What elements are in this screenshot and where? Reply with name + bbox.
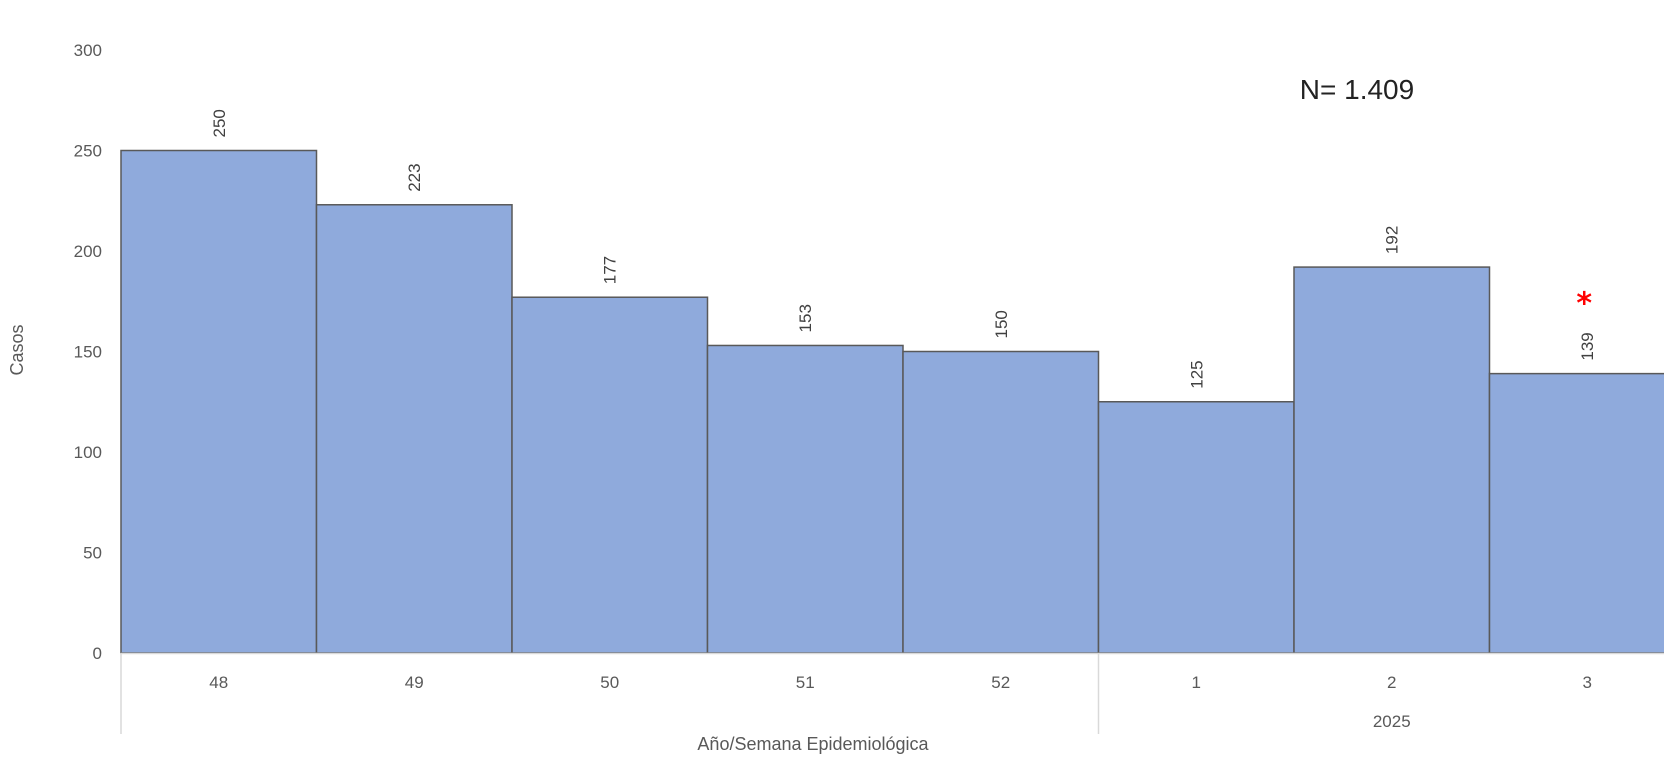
x-tick-label: 52 xyxy=(991,673,1010,692)
bar-3 xyxy=(1488,372,1664,654)
x-axis-title: Año/Semana Epidemiológica xyxy=(697,734,929,754)
data-label: 150 xyxy=(992,310,1011,338)
y-axis-title: Casos xyxy=(7,324,27,375)
bar-51 xyxy=(706,344,904,654)
y-tick-label: 250 xyxy=(74,142,102,161)
data-label: 177 xyxy=(601,256,620,284)
y-tick-label: 0 xyxy=(93,644,102,663)
y-tick-label: 100 xyxy=(74,443,102,462)
x-tick-label: 2 xyxy=(1387,673,1396,692)
bar-52 xyxy=(902,350,1100,654)
x-tick-label: 3 xyxy=(1583,673,1592,692)
bar-1 xyxy=(1097,401,1295,654)
bar-2 xyxy=(1293,266,1491,654)
data-label: 223 xyxy=(405,163,424,191)
y-tick-label: 50 xyxy=(83,544,102,563)
group-label: 2025 xyxy=(1373,712,1411,731)
x-tick-label: 48 xyxy=(209,673,228,692)
x-tick-label: 51 xyxy=(796,673,815,692)
y-tick-label: 200 xyxy=(74,242,102,261)
y-tick-label: 300 xyxy=(74,41,102,60)
bars xyxy=(120,149,1664,654)
bar-50 xyxy=(511,296,709,654)
data-label: 153 xyxy=(796,304,815,332)
data-label: 125 xyxy=(1187,360,1206,388)
data-labels: 250 223 177 153 150 125 192 139 xyxy=(210,109,1598,389)
x-tick-label: 50 xyxy=(600,673,619,692)
y-axis-ticks: 0 50 100 150 200 250 300 xyxy=(74,41,102,663)
bar-48 xyxy=(120,149,318,654)
data-label: 192 xyxy=(1383,226,1402,254)
y-tick-label: 150 xyxy=(74,343,102,362)
x-tick-label: 1 xyxy=(1192,673,1201,692)
asterisk-marker: * xyxy=(1576,287,1592,322)
data-label: 250 xyxy=(210,109,229,137)
x-axis: 48 49 50 51 52 1 2 3 2025 xyxy=(120,652,1664,734)
total-annotation: N= 1.409 xyxy=(1300,74,1414,105)
bar-49 xyxy=(315,204,513,654)
x-tick-label: 49 xyxy=(405,673,424,692)
data-label: 139 xyxy=(1578,332,1597,360)
